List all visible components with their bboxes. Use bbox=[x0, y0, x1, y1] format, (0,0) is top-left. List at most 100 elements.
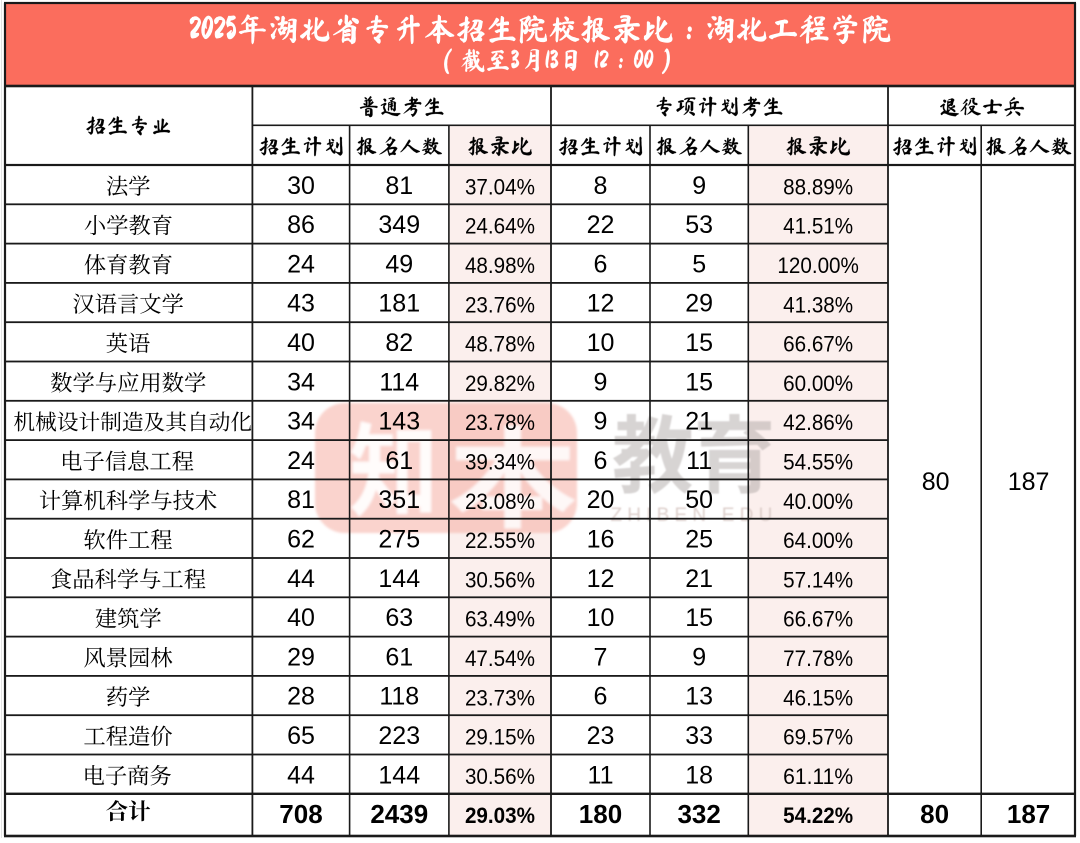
svg-text:61: 61 bbox=[385, 447, 413, 475]
svg-text:28: 28 bbox=[287, 683, 315, 711]
svg-text:24: 24 bbox=[287, 250, 315, 278]
svg-text:57.14%: 57.14% bbox=[783, 567, 853, 592]
svg-text:22.55%: 22.55% bbox=[465, 528, 535, 553]
svg-text:66.67%: 66.67% bbox=[783, 332, 853, 357]
svg-text:16: 16 bbox=[587, 525, 615, 553]
svg-text:82: 82 bbox=[385, 329, 413, 357]
svg-text:41.51%: 41.51% bbox=[783, 214, 853, 239]
svg-text:53: 53 bbox=[685, 211, 713, 239]
svg-text:11: 11 bbox=[588, 761, 614, 789]
svg-text:77.78%: 77.78% bbox=[783, 646, 853, 671]
svg-text:40.00%: 40.00% bbox=[783, 489, 853, 514]
svg-text:42.86%: 42.86% bbox=[783, 410, 853, 435]
svg-text:25: 25 bbox=[685, 525, 713, 553]
svg-text:80: 80 bbox=[922, 468, 950, 496]
svg-text:61.11%: 61.11% bbox=[783, 764, 853, 789]
svg-text:48.98%: 48.98% bbox=[465, 253, 535, 278]
svg-text:21: 21 bbox=[685, 565, 713, 593]
svg-text:69.57%: 69.57% bbox=[783, 725, 853, 750]
svg-text:29: 29 bbox=[685, 290, 713, 318]
svg-text:34: 34 bbox=[287, 408, 315, 436]
svg-text:49: 49 bbox=[385, 250, 413, 278]
svg-text:64.00%: 64.00% bbox=[783, 528, 853, 553]
svg-text:180: 180 bbox=[579, 799, 622, 829]
svg-text:34: 34 bbox=[287, 368, 315, 396]
svg-text:23: 23 bbox=[587, 722, 615, 750]
svg-text:114: 114 bbox=[379, 368, 419, 396]
svg-text:332: 332 bbox=[677, 799, 720, 829]
svg-text:86: 86 bbox=[287, 211, 315, 239]
svg-text:44: 44 bbox=[287, 761, 315, 789]
svg-text:47.54%: 47.54% bbox=[465, 646, 535, 671]
svg-text:23.76%: 23.76% bbox=[465, 292, 535, 317]
svg-text:61: 61 bbox=[385, 643, 413, 671]
svg-text:22: 22 bbox=[587, 211, 615, 239]
svg-text:88.89%: 88.89% bbox=[783, 174, 853, 199]
svg-text:63: 63 bbox=[385, 604, 413, 632]
svg-text:275: 275 bbox=[378, 525, 420, 553]
svg-text:41.38%: 41.38% bbox=[783, 292, 853, 317]
svg-text:40: 40 bbox=[287, 329, 315, 357]
svg-text:708: 708 bbox=[279, 799, 322, 829]
svg-text:187: 187 bbox=[1008, 468, 1050, 496]
svg-text:54.55%: 54.55% bbox=[783, 449, 853, 474]
svg-text:11: 11 bbox=[686, 447, 712, 475]
svg-text:40: 40 bbox=[287, 604, 315, 632]
svg-text:5: 5 bbox=[692, 250, 706, 278]
svg-text:144: 144 bbox=[378, 761, 420, 789]
svg-text:29.03%: 29.03% bbox=[465, 803, 535, 828]
svg-text:ZHIBEN EDU: ZHIBEN EDU bbox=[610, 505, 777, 526]
svg-text:143: 143 bbox=[378, 408, 420, 436]
svg-text:29.15%: 29.15% bbox=[465, 725, 535, 750]
svg-text:54.22%: 54.22% bbox=[783, 803, 853, 828]
svg-text:12: 12 bbox=[587, 565, 615, 593]
svg-text:9: 9 bbox=[594, 368, 608, 396]
svg-text:81: 81 bbox=[287, 486, 315, 514]
svg-text:44: 44 bbox=[287, 565, 315, 593]
svg-text:9: 9 bbox=[692, 172, 706, 200]
svg-text:8: 8 bbox=[594, 172, 608, 200]
svg-text:181: 181 bbox=[378, 290, 420, 318]
svg-text:6: 6 bbox=[594, 447, 608, 475]
svg-text:30.56%: 30.56% bbox=[465, 567, 535, 592]
svg-text:15: 15 bbox=[685, 368, 713, 396]
svg-text:62: 62 bbox=[287, 525, 315, 553]
svg-text:10: 10 bbox=[587, 329, 615, 357]
svg-text:349: 349 bbox=[378, 211, 420, 239]
svg-text:65: 65 bbox=[287, 722, 315, 750]
svg-text:63.49%: 63.49% bbox=[465, 607, 535, 632]
svg-text:13: 13 bbox=[685, 683, 713, 711]
svg-text:43: 43 bbox=[287, 290, 315, 318]
svg-text:18: 18 bbox=[685, 761, 713, 789]
svg-text:7: 7 bbox=[594, 643, 608, 671]
svg-text:15: 15 bbox=[685, 329, 713, 357]
svg-text:223: 223 bbox=[378, 722, 420, 750]
svg-text:2439: 2439 bbox=[370, 799, 428, 829]
svg-text:24.64%: 24.64% bbox=[465, 214, 535, 239]
svg-text:20: 20 bbox=[587, 486, 615, 514]
svg-text:23.08%: 23.08% bbox=[465, 489, 535, 514]
svg-text:24: 24 bbox=[287, 447, 315, 475]
svg-text:144: 144 bbox=[378, 565, 420, 593]
svg-text:48.78%: 48.78% bbox=[465, 332, 535, 357]
svg-text:80: 80 bbox=[920, 799, 949, 829]
svg-text:23.78%: 23.78% bbox=[465, 410, 535, 435]
svg-text:50: 50 bbox=[685, 486, 713, 514]
svg-text:29.82%: 29.82% bbox=[465, 371, 535, 396]
svg-text:37.04%: 37.04% bbox=[465, 174, 535, 199]
svg-text:46.15%: 46.15% bbox=[783, 685, 853, 710]
svg-text:187: 187 bbox=[1007, 799, 1050, 829]
svg-text:15: 15 bbox=[685, 604, 713, 632]
svg-text:60.00%: 60.00% bbox=[783, 371, 853, 396]
svg-text:120.00%: 120.00% bbox=[777, 253, 859, 278]
svg-text:30.56%: 30.56% bbox=[465, 764, 535, 789]
svg-text:12: 12 bbox=[587, 290, 615, 318]
svg-text:39.34%: 39.34% bbox=[465, 449, 535, 474]
svg-text:9: 9 bbox=[692, 643, 706, 671]
svg-text:351: 351 bbox=[378, 486, 420, 514]
svg-text:23.73%: 23.73% bbox=[465, 685, 535, 710]
svg-text:10: 10 bbox=[587, 604, 615, 632]
svg-text:33: 33 bbox=[685, 722, 713, 750]
svg-text:6: 6 bbox=[594, 250, 608, 278]
svg-text:30: 30 bbox=[287, 172, 315, 200]
